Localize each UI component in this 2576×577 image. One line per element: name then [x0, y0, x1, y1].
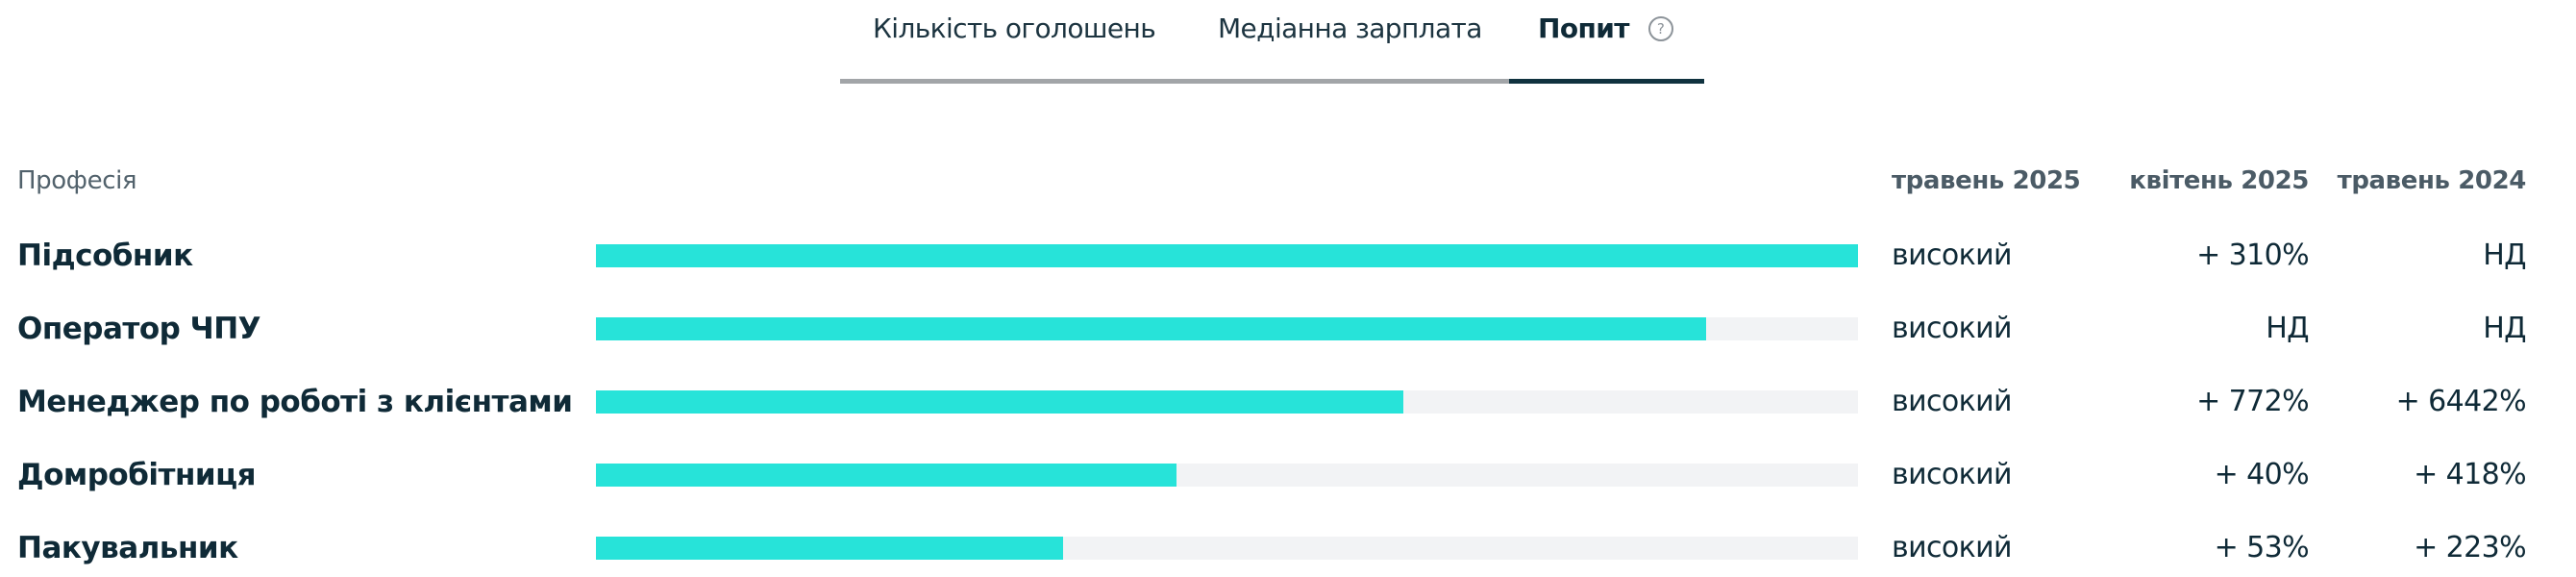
tab-underline-track — [840, 79, 1704, 84]
demand-level: високий — [1892, 385, 2013, 418]
change-vs-prev-year: НД — [2483, 312, 2526, 345]
demand-level: високий — [1892, 312, 2013, 345]
change-vs-prev-month: + 772% — [2196, 385, 2309, 418]
column-header-may-2025: травень 2025 — [1892, 166, 2081, 195]
demand-bar-track — [596, 317, 1858, 340]
change-vs-prev-month: + 40% — [2214, 458, 2310, 491]
tab-demand[interactable]: Попит? — [1538, 10, 1673, 48]
demand-bar-fill — [596, 244, 1858, 267]
profession-name: Пакувальник — [17, 531, 238, 565]
table-row[interactable]: Менеджер по роботі з клієнтами високий +… — [0, 373, 2576, 431]
change-vs-prev-year: НД — [2483, 238, 2526, 272]
table-row[interactable]: Підсобник високий + 310% НД — [0, 227, 2576, 285]
change-vs-prev-year: + 223% — [2414, 531, 2526, 564]
tab-demand-label: Попит — [1538, 13, 1629, 44]
demand-level: високий — [1892, 238, 2013, 272]
demand-bar-fill — [596, 317, 1707, 340]
table-row[interactable]: Домробітниця високий + 40% + 418% — [0, 446, 2576, 504]
demand-bar-fill — [596, 390, 1404, 414]
metric-tabs: Кількість оголошень Медіанна зарплата По… — [840, 0, 1705, 85]
active-tab-indicator — [1509, 79, 1704, 84]
demand-bar-fill — [596, 537, 1063, 560]
change-vs-prev-year: + 6442% — [2395, 385, 2527, 418]
help-circle-icon[interactable]: ? — [1647, 16, 1673, 41]
profession-name: Оператор ЧПУ — [17, 312, 261, 346]
column-header-april-2025: квітень 2025 — [2129, 166, 2309, 195]
demand-bar-track — [596, 537, 1858, 560]
demand-level: високий — [1892, 458, 2013, 491]
table-row[interactable]: Оператор ЧПУ високий НД НД — [0, 300, 2576, 358]
tab-median-salary[interactable]: Медіанна зарплата — [1218, 13, 1482, 44]
table-row[interactable]: Пакувальник високий + 53% + 223% — [0, 519, 2576, 577]
change-vs-prev-month: + 310% — [2196, 238, 2309, 272]
profession-name: Підсобник — [17, 238, 193, 273]
demand-bar-track — [596, 464, 1858, 487]
demand-bar-track — [596, 244, 1858, 267]
demand-bar-track — [596, 390, 1858, 414]
demand-bar-fill — [596, 464, 1177, 487]
tab-vacancy-count[interactable]: Кількість оголошень — [873, 13, 1156, 44]
column-header-profession: Професія — [17, 166, 137, 195]
change-vs-prev-month: НД — [2266, 312, 2309, 345]
change-vs-prev-year: + 418% — [2414, 458, 2526, 491]
profession-name: Менеджер по роботі з клієнтами — [17, 385, 573, 419]
profession-name: Домробітниця — [17, 458, 257, 492]
column-header-may-2024: травень 2024 — [2337, 166, 2527, 195]
demand-level: високий — [1892, 531, 2013, 564]
change-vs-prev-month: + 53% — [2214, 531, 2310, 564]
